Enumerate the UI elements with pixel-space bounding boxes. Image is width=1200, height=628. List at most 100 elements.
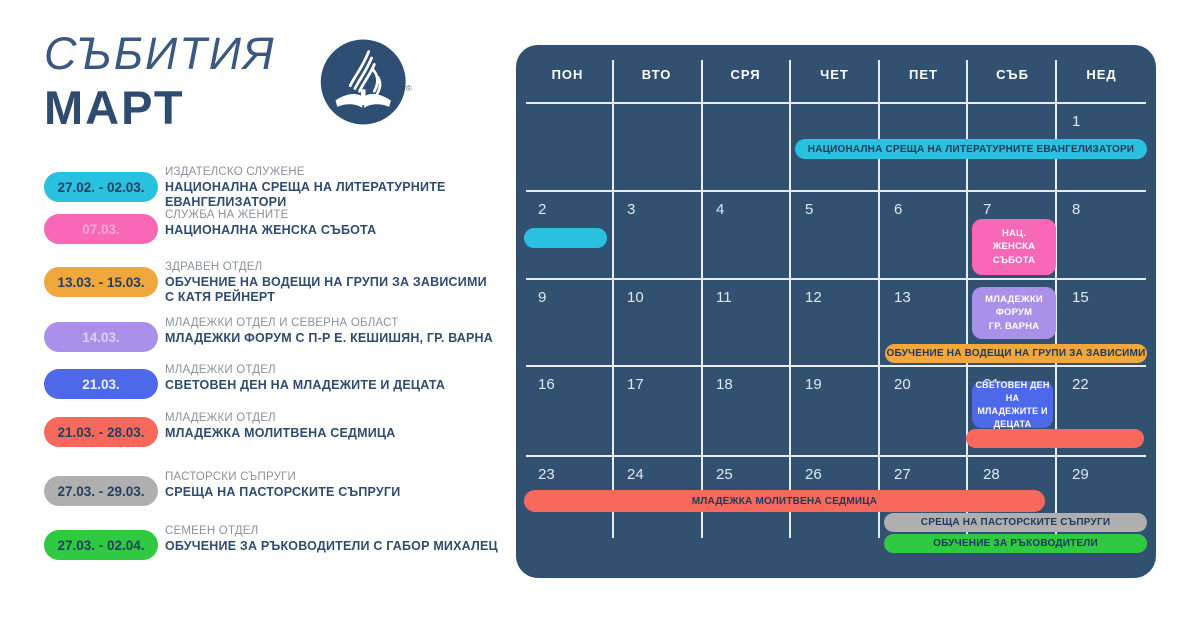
- day-cell: [523, 102, 612, 190]
- legend-category: МЛАДЕЖКИ ОТДЕЛ: [165, 412, 276, 424]
- day-cell: 3: [627, 201, 636, 218]
- legend-date-badge: 27.03. - 29.03.: [44, 476, 158, 506]
- legend-title: МЛАДЕЖКА МОЛИТВЕНА СЕДМИЦА: [165, 426, 396, 440]
- legend-item: МЛАДЕЖКИ ОТДЕЛ МЛАДЕЖКА МОЛИТВЕНА СЕДМИЦ…: [165, 411, 510, 441]
- grid-line: [526, 102, 1146, 104]
- day-cell: 22: [1072, 376, 1089, 393]
- page-title-events: СЪБИТИЯ: [44, 28, 276, 79]
- legend-title: СРЕЩА НА ПАСТОРСКИТЕ СЪПРУГИ: [165, 485, 401, 499]
- day-cell: 18: [716, 376, 733, 393]
- legend-category: СЛУЖБА НА ЖЕНИТЕ: [165, 209, 289, 221]
- event-bar-literature-evangelists-continuation: [524, 228, 607, 248]
- event-bar-addiction-group-training: ОБУЧЕНИЕ НА ВОДЕЩИ НА ГРУПИ ЗА ЗАВИСИМИ: [885, 344, 1147, 363]
- event-box-line: ГР. ВАРНА: [988, 320, 1040, 332]
- legend-category: СЕМЕЕН ОТДЕЛ: [165, 525, 259, 537]
- grid-line: [878, 60, 880, 538]
- calendar-panel: ПОН ВТО СРЯ ЧЕТ ПЕТ СЪБ НЕД 1 2 3 4 5 6 …: [516, 45, 1156, 578]
- day-cell: 7: [983, 201, 992, 218]
- day-cell: 23: [538, 466, 555, 483]
- legend-title: МЛАДЕЖКИ ФОРУМ С П-Р Е. КЕШИШЯН, ГР. ВАР…: [165, 331, 494, 345]
- legend-item: ПАСТОРСКИ СЪПРУГИ СРЕЩА НА ПАСТОРСКИТЕ С…: [165, 470, 510, 500]
- legend-date-badge: 21.03. - 28.03.: [44, 417, 158, 447]
- weekday-header-row: ПОН ВТО СРЯ ЧЕТ ПЕТ СЪБ НЕД: [523, 67, 1146, 87]
- legend-date-badge: 07.03.: [44, 214, 158, 244]
- event-box-line: СЪБОТА: [992, 254, 1036, 266]
- legend-title: ЕВАНГЕЛИЗАТОРИ: [165, 195, 287, 209]
- legend-date-badge: 27.02. - 02.03.: [44, 172, 158, 202]
- legend-title: НАЦИОНАЛНА ЖЕНСКА СЪБОТА: [165, 223, 377, 237]
- event-box-line: НАЦ.: [1001, 227, 1027, 239]
- event-box-line: ФОРУМ: [995, 307, 1033, 319]
- grid-line: [789, 60, 791, 538]
- legend-title: С КАТЯ РЕЙНЕРТ: [165, 290, 276, 304]
- legend-date-badge: 13.03. - 15.03.: [44, 267, 158, 297]
- grid-line: [526, 455, 1146, 457]
- grid-line: [612, 60, 614, 538]
- day-cell: 26: [805, 466, 822, 483]
- event-box-womens-sabbath: НАЦ. ЖЕНСКА СЪБОТА: [972, 219, 1056, 275]
- legend-item: ЗДРАВЕН ОТДЕЛ ОБУЧЕНИЕ НА ВОДЕЩИ НА ГРУП…: [165, 260, 510, 305]
- legend-title: СВЕТОВЕН ДЕН НА МЛАДЕЖИТЕ И ДЕЦАТА: [165, 378, 446, 392]
- grid-line: [966, 60, 968, 538]
- day-cell: 13: [894, 289, 911, 306]
- event-bar-youth-prayer-week: МЛАДЕЖКА МОЛИТВЕНА СЕДМИЦА: [524, 490, 1045, 512]
- event-box-world-youth-day: СВЕТОВЕН ДЕН НА МЛАДЕЖИТЕ И ДЕЦАТА: [972, 379, 1053, 429]
- day-cell: 10: [627, 289, 644, 306]
- weekday-label: ЧЕТ: [820, 67, 849, 82]
- day-cell: 2: [538, 201, 547, 218]
- legend-title: НАЦИОНАЛНА СРЕЩА НА ЛИТЕРАТУРНИТЕ: [165, 180, 446, 194]
- event-bar-leaders-training: ОБУЧЕНИЕ ЗА РЪКОВОДИТЕЛИ: [884, 534, 1147, 553]
- day-cell: 4: [716, 201, 725, 218]
- adventist-church-logo-icon: ®: [320, 39, 412, 125]
- calendar-week-row: 1: [523, 102, 1146, 190]
- event-box-line: ЖЕНСКА: [992, 241, 1036, 253]
- calendar-week-row: 16 17 18 19 20 21 22: [523, 365, 1146, 455]
- legend-date-badge: 27.03. - 02.04.: [44, 530, 158, 560]
- weekday-label: СРЯ: [730, 67, 761, 82]
- day-cell: 25: [716, 466, 733, 483]
- day-cell: 5: [805, 201, 814, 218]
- grid-line: [701, 60, 703, 538]
- weekday-label: ВТО: [641, 67, 672, 82]
- event-box-line: СВЕТОВЕН ДЕН НА: [975, 379, 1050, 403]
- day-cell: 29: [1072, 466, 1089, 483]
- legend-category: ПАСТОРСКИ СЪПРУГИ: [165, 471, 296, 483]
- grid-line: [526, 365, 1146, 367]
- day-cell: 19: [805, 376, 822, 393]
- legend-item: МЛАДЕЖКИ ОТДЕЛ СВЕТОВЕН ДЕН НА МЛАДЕЖИТЕ…: [165, 363, 510, 393]
- event-bar-literature-evangelists: НАЦИОНАЛНА СРЕЩА НА ЛИТЕРАТУРНИТЕ ЕВАНГЕ…: [795, 139, 1147, 159]
- grid-line: [526, 190, 1146, 192]
- legend-date-badge: 14.03.: [44, 322, 158, 352]
- event-bar-pastors-spouses-meeting: СРЕЩА НА ПАСТОРСКИТЕ СЪПРУГИ: [884, 513, 1147, 532]
- day-cell: [701, 102, 790, 190]
- day-cell: 9: [538, 289, 547, 306]
- legend-category: ЗДРАВЕН ОТДЕЛ: [165, 261, 263, 273]
- day-cell: 17: [627, 376, 644, 393]
- calendar-week-row: 23 24 25 26 27 28 29: [523, 455, 1146, 545]
- day-cell: 1: [1072, 113, 1081, 130]
- weekday-label: ПЕТ: [909, 67, 938, 82]
- legend-title: ОБУЧЕНИЕ НА ВОДЕЩИ НА ГРУПИ ЗА ЗАВИСИМИ: [165, 275, 487, 289]
- day-cell: [612, 102, 701, 190]
- day-cell: 15: [1072, 289, 1089, 306]
- legend-date-badge: 21.03.: [44, 369, 158, 399]
- legend-item: ИЗДАТЕЛСКО СЛУЖЕНЕ НАЦИОНАЛНА СРЕЩА НА Л…: [165, 165, 510, 210]
- day-cell: 27: [894, 466, 911, 483]
- page-title-month: МАРТ: [44, 81, 185, 134]
- event-box-youth-forum: МЛАДЕЖКИ ФОРУМ ГР. ВАРНА: [972, 287, 1056, 339]
- legend-category: ИЗДАТЕЛСКО СЛУЖЕНЕ: [165, 166, 305, 178]
- weekday-label: ПОН: [551, 67, 584, 82]
- grid-line: [526, 278, 1146, 280]
- weekday-label: СЪБ: [996, 67, 1029, 82]
- day-cell: 24: [627, 466, 644, 483]
- legend-category: МЛАДЕЖКИ ОТДЕЛ И СЕВЕРНА ОБЛАСТ: [165, 317, 399, 329]
- day-cell: 11: [716, 289, 732, 306]
- day-cell: 12: [805, 289, 822, 306]
- event-box-line: МЛАДЕЖКИ: [985, 293, 1043, 305]
- legend-item: СЛУЖБА НА ЖЕНИТЕ НАЦИОНАЛНА ЖЕНСКА СЪБОТ…: [165, 208, 510, 238]
- legend-title: ОБУЧЕНИЕ ЗА РЪКОВОДИТЕЛИ С ГАБОР МИХАЛЕЦ: [165, 539, 498, 553]
- day-cell: 28: [983, 466, 1000, 483]
- calendar-week-row: 2 3 4 5 6 7 8: [523, 190, 1146, 278]
- legend-category: МЛАДЕЖКИ ОТДЕЛ: [165, 364, 276, 376]
